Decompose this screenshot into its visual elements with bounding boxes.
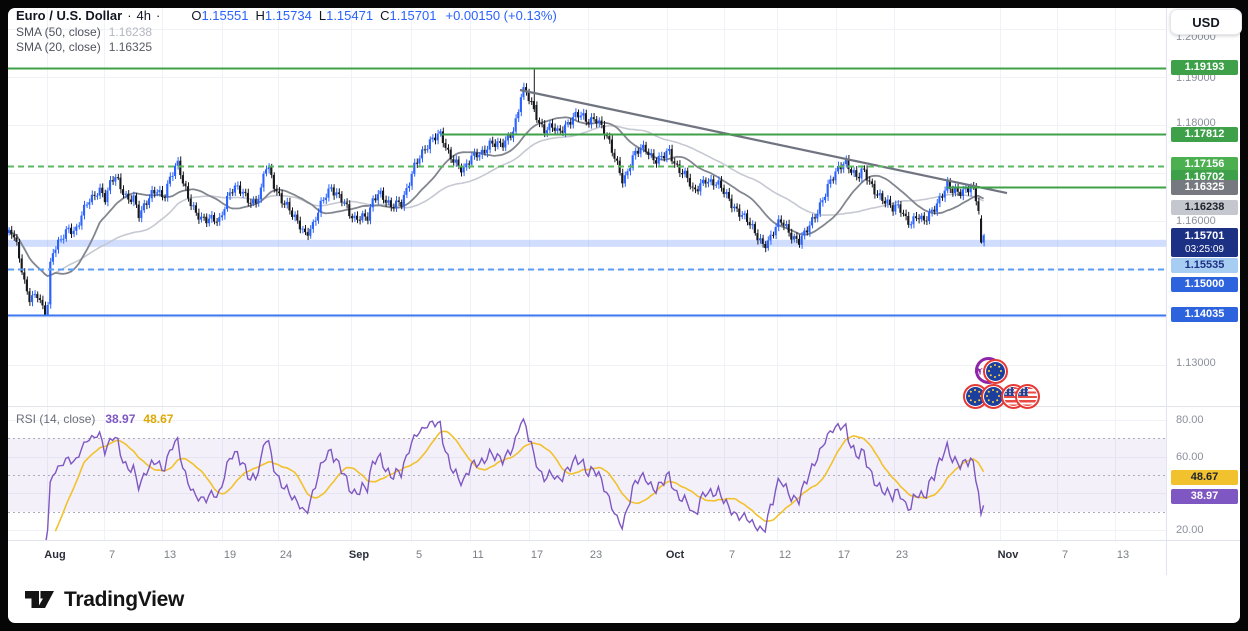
time-axis-tick: Aug: [44, 549, 66, 561]
price-level-label[interactable]: 1.19193: [1171, 60, 1238, 75]
tradingview-logo-text: TradingView: [64, 587, 185, 611]
sma50-label: SMA (50, close): [16, 25, 101, 39]
price-axis-tick: 60.00: [1176, 451, 1204, 463]
price-level-label[interactable]: 1.15000: [1171, 277, 1238, 292]
tradingview-logo-icon: [25, 591, 54, 608]
price-axis-tick: 20.00: [1176, 524, 1204, 536]
high-value: 1.15734: [264, 8, 312, 23]
time-axis-tick: 13: [1116, 549, 1130, 561]
time-axis-tick: 23: [589, 549, 603, 561]
price-level-label[interactable]: 1.15535: [1171, 258, 1238, 273]
current-price-label: 1.15701 03:25:09: [1171, 228, 1238, 257]
us-flag-sticker[interactable]: [1014, 383, 1040, 409]
price-level-label[interactable]: 38.97: [1171, 489, 1238, 504]
open-label: O: [191, 8, 202, 23]
price-axis-tick: 1.13000: [1176, 357, 1216, 369]
current-price-value: 1.15701: [1184, 230, 1225, 242]
open-value: 1.15551: [201, 8, 249, 23]
price-level-label[interactable]: 1.16238: [1171, 200, 1238, 215]
symbol-legend: Euro / U.S. Dollar · 4h · O1.15551 H1.15…: [16, 8, 557, 23]
time-axis-tick: 24: [279, 549, 293, 561]
interval-label[interactable]: 4h: [136, 8, 151, 23]
price-axis-tick: 80.00: [1176, 414, 1204, 426]
symbol-title[interactable]: Euro / U.S. Dollar: [16, 8, 123, 23]
low-label: L: [318, 8, 327, 23]
legend-separator: ·: [127, 8, 132, 23]
sma20-value: 1.16325: [108, 40, 153, 54]
time-axis[interactable]: Aug 7 13 19 24 Sep 5 11 17 23 Oct 7 12 17 23 Nov 7 13: [8, 541, 1166, 575]
sma20-label: SMA (20, close): [16, 40, 101, 54]
time-axis-tick: Sep: [348, 549, 370, 561]
sma50-legend[interactable]: SMA (50, close) 1.16238: [16, 25, 152, 39]
price-level-label[interactable]: 48.67: [1171, 470, 1238, 485]
sma50-value: 1.16238: [108, 25, 153, 39]
time-axis-tick: 5: [415, 549, 423, 561]
time-axis-tick: 7: [108, 549, 116, 561]
tradingview-logo[interactable]: TradingView: [24, 586, 184, 613]
time-axis-tick: 7: [728, 549, 736, 561]
ohlc-values: O1.15551 H1.15734 L1.15471 C1.15701 +0.0…: [191, 8, 556, 23]
rsi-value: 38.97: [105, 412, 136, 426]
price-level-label[interactable]: 1.17812: [1171, 127, 1238, 142]
time-axis-tick: 11: [472, 549, 484, 561]
eu-flag-sticker[interactable]: [982, 358, 1008, 384]
time-axis-tick: 23: [895, 549, 909, 561]
price-level-label[interactable]: 1.16325: [1171, 180, 1238, 195]
time-axis-tick: 13: [163, 549, 177, 561]
rsi-ma-value: 48.67: [143, 412, 174, 426]
price-axis[interactable]: 1.15701 03:25:09 1.20000 1.19000 1.18000 1.…: [1168, 0, 1242, 575]
time-axis-tick: 17: [837, 549, 851, 561]
time-axis-tick: Nov: [997, 549, 1019, 561]
time-axis-tick: 19: [223, 549, 237, 561]
price-level-label[interactable]: 1.14035: [1171, 307, 1238, 322]
price-level-label[interactable]: 1.17156: [1171, 157, 1238, 172]
time-axis-tick: 17: [530, 549, 544, 561]
close-label: C: [380, 8, 390, 23]
time-axis-tick: Oct: [665, 549, 685, 561]
rsi-legend[interactable]: RSI (14, close) 38.97 48.67: [16, 412, 173, 426]
bar-close-countdown: 03:25:09: [1185, 244, 1224, 255]
legend-separator-2: ·: [156, 8, 161, 23]
price-axis-tick: 1.18000: [1176, 117, 1216, 129]
price-axis-tick: 1.19000: [1176, 72, 1216, 84]
low-value: 1.15471: [326, 8, 374, 23]
change-value: +0.00150 (+0.13%): [445, 8, 557, 23]
time-axis-tick: 12: [778, 549, 792, 561]
high-label: H: [255, 8, 265, 23]
price-axis-tick: 1.16000: [1176, 215, 1216, 227]
time-axis-tick: 7: [1061, 549, 1069, 561]
close-value: 1.15701: [389, 8, 437, 23]
rsi-label: RSI (14, close): [16, 412, 96, 426]
currency-toggle-button[interactable]: USD: [1170, 9, 1242, 35]
sma20-legend[interactable]: SMA (20, close) 1.16325: [16, 40, 152, 54]
